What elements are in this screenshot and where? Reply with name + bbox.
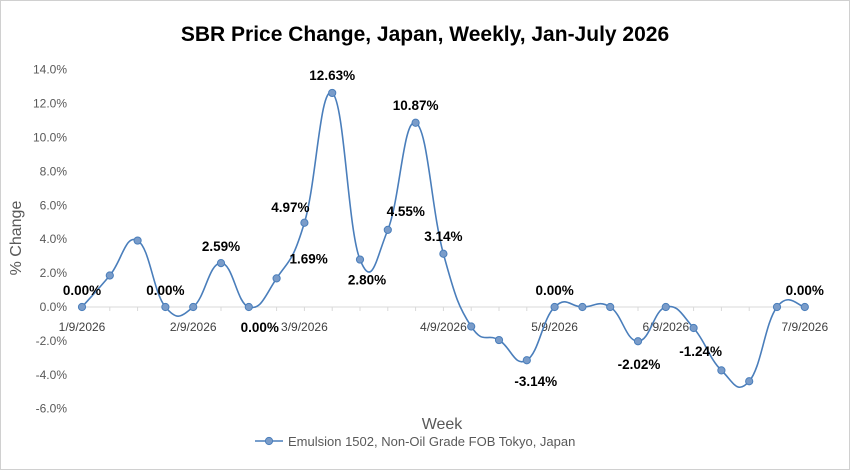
data-point (633, 337, 643, 346)
data-label: 1.69% (289, 251, 327, 266)
y-tick-label: -2.0% (36, 334, 68, 348)
data-point (133, 236, 142, 245)
data-point (439, 249, 448, 258)
data-point (772, 302, 782, 312)
data-label: -1.24% (679, 344, 722, 359)
y-tick-label: 10.0% (33, 131, 67, 145)
series-line (81, 92, 805, 388)
y-tick-label: 14.0% (33, 63, 67, 77)
data-point (355, 255, 365, 264)
data-point (578, 302, 587, 312)
data-label: 0.00% (63, 283, 101, 298)
y-tick-label: 12.0% (33, 97, 67, 111)
data-labels: 0.00% 0.00% 2.59% 0.00% 1.69% 4.97% 12.63% 2.80… (63, 68, 824, 389)
data-label: 10.87% (393, 98, 439, 113)
data-point (550, 302, 559, 312)
y-tick-label: 4.0% (40, 232, 68, 246)
x-tick-label: 1/9/2026 (59, 320, 106, 334)
data-label: 2.80% (348, 273, 386, 288)
data-point (300, 218, 309, 227)
x-tick-label: 3/9/2026 (281, 320, 328, 334)
data-label: 4.97% (271, 200, 309, 215)
data-point (105, 271, 114, 280)
data-point (383, 225, 392, 234)
data-point (494, 335, 504, 345)
y-tick-label: 0.0% (40, 300, 68, 314)
data-point (189, 302, 198, 312)
data-point (216, 258, 226, 268)
data-point (411, 118, 420, 127)
data-point (661, 302, 670, 312)
series-layer (77, 88, 809, 388)
data-label: 12.63% (309, 68, 355, 83)
data-label: 0.00% (535, 283, 573, 298)
data-label: 0.00% (241, 320, 279, 335)
y-tick-label: 2.0% (40, 266, 68, 280)
x-axis: 1/9/2026 2/9/2026 3/9/2026 4/9/2026 5/9/2026… (59, 306, 828, 334)
y-axis-title: % Change (8, 201, 25, 276)
data-label: 0.00% (146, 283, 184, 298)
x-axis-title: Week (422, 416, 464, 433)
y-tick-label: 6.0% (40, 198, 68, 212)
data-point (606, 302, 615, 312)
y-tick-label: -4.0% (36, 368, 68, 382)
data-label: 2.59% (202, 239, 240, 254)
legend-marker-icon (264, 436, 274, 446)
x-tick-label: 5/9/2026 (531, 320, 578, 334)
y-axis: 14.0% 12.0% 10.0% 8.0% 6.0% 4.0% 2.0% 0.0% -2.0%… (33, 63, 67, 416)
data-point (328, 88, 337, 98)
data-label: 0.00% (786, 283, 824, 298)
data-point (272, 274, 281, 283)
data-point (522, 356, 531, 365)
y-tick-label: 8.0% (40, 164, 68, 178)
data-point (467, 322, 476, 331)
data-point (745, 377, 754, 386)
data-label: -2.02% (618, 357, 661, 372)
chart-title: SBR Price Change, Japan, Weekly, Jan-Jul… (181, 23, 669, 46)
data-point (244, 302, 253, 312)
y-tick-label: -6.0% (36, 402, 68, 416)
data-label: 4.55% (387, 204, 425, 219)
data-point (717, 366, 726, 375)
x-tick-label: 4/9/2026 (420, 320, 467, 334)
legend: Emulsion 1502, Non-Oil Grade FOB Tokyo, … (255, 434, 575, 449)
data-label: -3.14% (514, 374, 557, 389)
data-label: 3.14% (424, 229, 462, 244)
x-tick-label: 2/9/2026 (170, 320, 217, 334)
data-point (800, 302, 809, 312)
data-point (689, 323, 698, 333)
data-point (161, 302, 170, 312)
x-tick-label: 7/9/2026 (781, 320, 828, 334)
data-point (77, 302, 87, 312)
x-tick-label: 6/9/2026 (642, 320, 689, 334)
legend-label: Emulsion 1502, Non-Oil Grade FOB Tokyo, … (288, 434, 575, 449)
